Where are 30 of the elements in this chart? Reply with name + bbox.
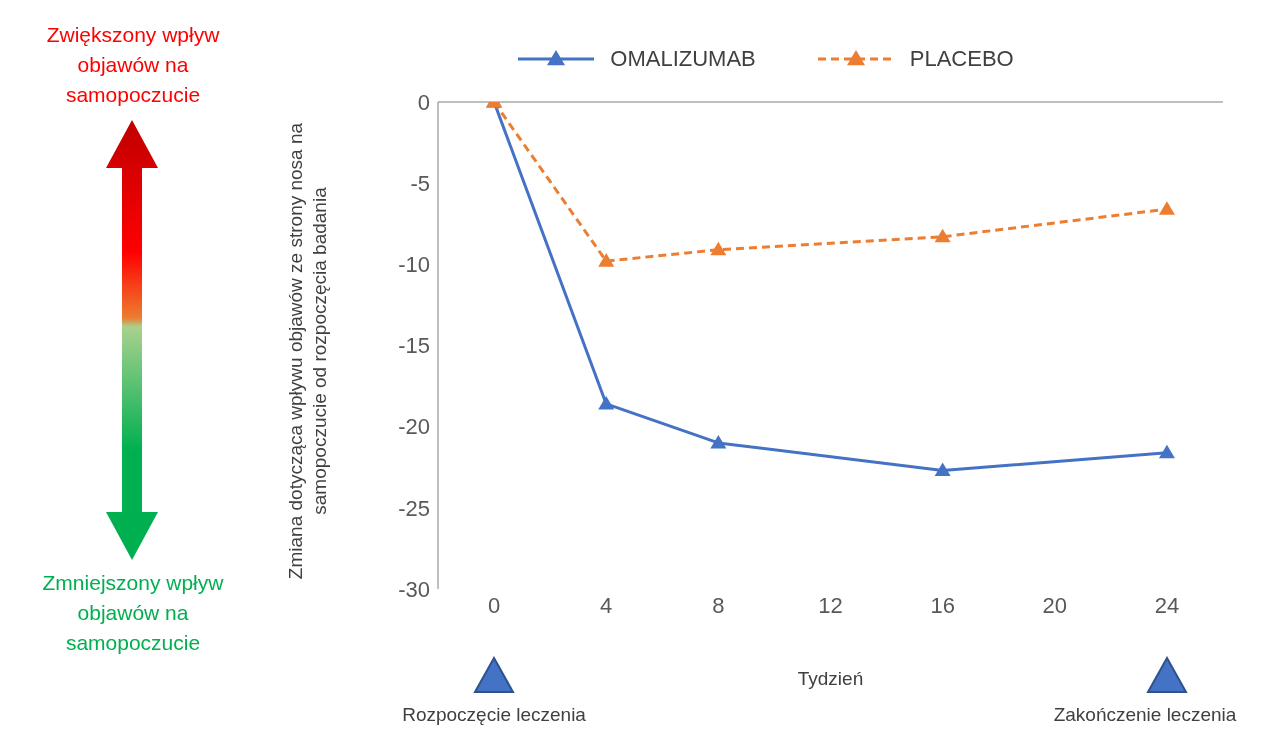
point xyxy=(934,462,951,477)
y-tick-label: -30 xyxy=(398,576,430,602)
x-tick-label: 0 xyxy=(487,592,501,618)
x-tick-label: 20 xyxy=(1042,592,1068,618)
legend-label: OMALIZUMAB xyxy=(610,46,756,72)
x-tick-label: 8 xyxy=(712,592,725,618)
point xyxy=(1158,444,1175,459)
y-tick-label: -10 xyxy=(398,252,430,278)
text: Zakończenie leczenia xyxy=(1052,704,1238,726)
y-tick-label: -20 xyxy=(398,414,430,440)
point xyxy=(598,395,615,410)
text: Zmniejszony wpływ objawów na samopoczucie xyxy=(41,570,225,656)
point xyxy=(710,434,727,449)
y-tick-label: -5 xyxy=(410,170,430,196)
x-tick-label: 12 xyxy=(818,592,843,618)
point xyxy=(934,228,951,243)
legend-label: PLACEBO xyxy=(909,46,1014,72)
point xyxy=(1158,201,1175,215)
y-axis-title: Zmiana dotycząca wpływu objawów ze strony nosa na samopoczucie od rozpoczęcia badania xyxy=(284,121,331,582)
x-tick-label: 4 xyxy=(600,592,613,618)
y-tick-label: -25 xyxy=(398,495,430,521)
x-tick-label: 24 xyxy=(1154,592,1180,618)
x-tick-label: 16 xyxy=(930,592,955,618)
text: Rozpoczęcie leczenia xyxy=(401,704,587,726)
y-tick-label: -15 xyxy=(398,333,430,359)
point xyxy=(710,241,727,256)
point xyxy=(598,253,615,267)
text: Zwiększony wpływ objawów na samopoczucie xyxy=(45,22,221,108)
x-axis-title: Tydzień xyxy=(796,668,865,690)
y-tick-label: 0 xyxy=(417,89,430,115)
